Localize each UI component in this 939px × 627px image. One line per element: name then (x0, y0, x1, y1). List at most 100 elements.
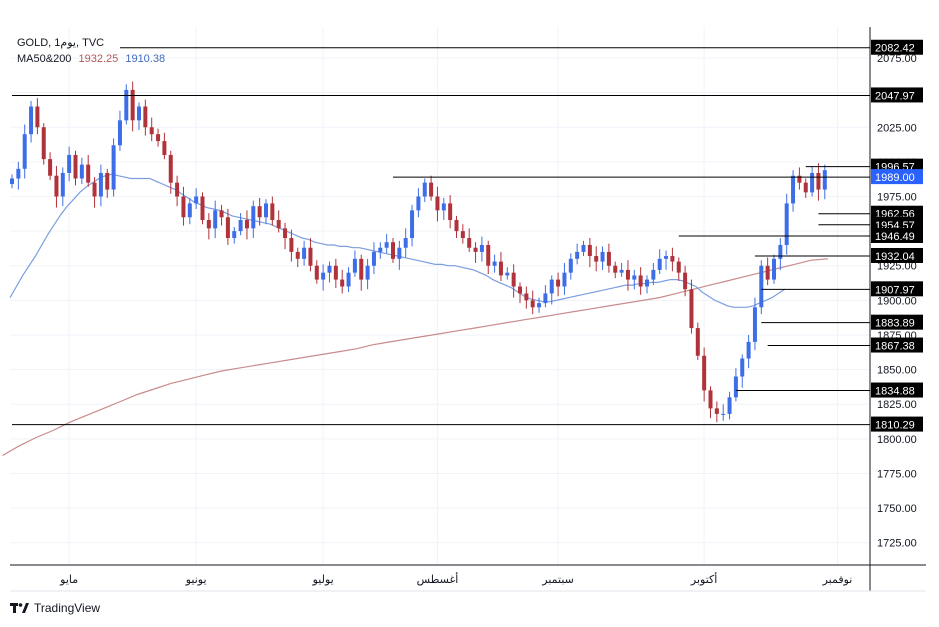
candle (721, 404, 726, 421)
candle (270, 196, 275, 226)
candle (48, 152, 53, 180)
level-label-text: 1907.97 (875, 284, 915, 296)
candle-body (225, 217, 230, 239)
candle (92, 177, 97, 208)
candle-body (264, 203, 268, 218)
candle (162, 132, 167, 160)
ma50-value: 1932.25 (78, 53, 119, 65)
candle (467, 228, 472, 252)
level-label-text: 2047.97 (875, 90, 915, 102)
level-label: 1932.04 (871, 247, 923, 263)
candle (340, 269, 345, 294)
candle (429, 175, 434, 201)
candle-body (73, 154, 78, 179)
ma-label: MA50&200 (17, 53, 72, 65)
candle (575, 243, 580, 265)
y-tick-label: 1775.00 (877, 468, 917, 480)
candle (200, 192, 205, 225)
candle-body (168, 154, 173, 183)
candle (213, 200, 218, 239)
candle-body (619, 269, 624, 273)
candle-body (149, 127, 154, 135)
candle-body (651, 269, 656, 280)
tradingview-brand[interactable]: TradingView (10, 601, 100, 615)
candle-body (359, 258, 364, 280)
candle-body (371, 251, 376, 266)
candle-body (816, 172, 821, 190)
y-tick-label: 1800.00 (877, 434, 917, 446)
candle (518, 282, 522, 304)
plot-background (10, 27, 926, 565)
candle-body (200, 196, 205, 221)
candle-body (632, 275, 637, 280)
candle (498, 251, 503, 281)
level-label: 1834.88 (871, 382, 923, 398)
candle-body (181, 196, 186, 218)
candle-body (657, 258, 662, 270)
candle-body (645, 279, 649, 287)
candle (232, 226, 237, 244)
candle (168, 150, 173, 194)
candle (295, 247, 300, 268)
candle (810, 166, 815, 197)
candle-body (479, 244, 484, 252)
candle (403, 228, 408, 258)
candle (511, 264, 516, 298)
candle (435, 186, 440, 222)
candle-body (676, 261, 681, 273)
candle (35, 98, 40, 135)
candle (22, 124, 27, 179)
level-label: 2047.97 (871, 87, 923, 103)
candle (441, 197, 446, 221)
candle (695, 322, 700, 360)
candle-body (797, 175, 802, 183)
candle (689, 279, 694, 334)
level-label: 1907.97 (871, 281, 923, 297)
level-label: 2082.42 (871, 39, 923, 55)
candle (137, 102, 141, 131)
candle (327, 261, 332, 283)
candle (149, 117, 154, 142)
level-label-text: 1946.49 (875, 231, 915, 243)
candle (505, 267, 510, 280)
candle (556, 272, 561, 297)
candle-body (206, 220, 211, 229)
candle-body (270, 203, 275, 221)
candle-body (454, 220, 459, 232)
level-label-box (871, 227, 923, 243)
candle (29, 100, 34, 143)
candle-body (683, 272, 688, 290)
candle-body (594, 256, 599, 262)
candle-body (92, 182, 97, 197)
ma-legend: MA50&200 1932.25 1910.38 (17, 53, 165, 65)
candles (10, 81, 827, 423)
candle (16, 161, 21, 190)
level-label-box (871, 87, 923, 103)
candle-body (810, 172, 815, 193)
candle-body (162, 141, 167, 155)
candle-body (537, 303, 542, 308)
symbol-label: GOLD, يوم1, TVC (17, 37, 105, 49)
candle-body (384, 242, 389, 248)
candle-body (117, 120, 122, 146)
candle-body (137, 106, 141, 121)
candle (606, 243, 611, 273)
candle-body (530, 300, 535, 308)
candle-body (575, 251, 580, 259)
candle-body (403, 238, 408, 248)
candle (727, 391, 732, 420)
candle (371, 242, 376, 275)
level-label-text: 1883.89 (875, 318, 915, 330)
candle-body (511, 272, 516, 287)
candle-body (187, 203, 192, 218)
candle-body (143, 106, 148, 128)
y-tick-label: 1725.00 (877, 538, 917, 550)
candle (797, 167, 802, 190)
candle (117, 110, 122, 151)
candle (594, 246, 599, 272)
candle-body (365, 265, 370, 280)
candle-body (67, 154, 72, 173)
candle (714, 401, 719, 423)
candle (683, 265, 688, 297)
